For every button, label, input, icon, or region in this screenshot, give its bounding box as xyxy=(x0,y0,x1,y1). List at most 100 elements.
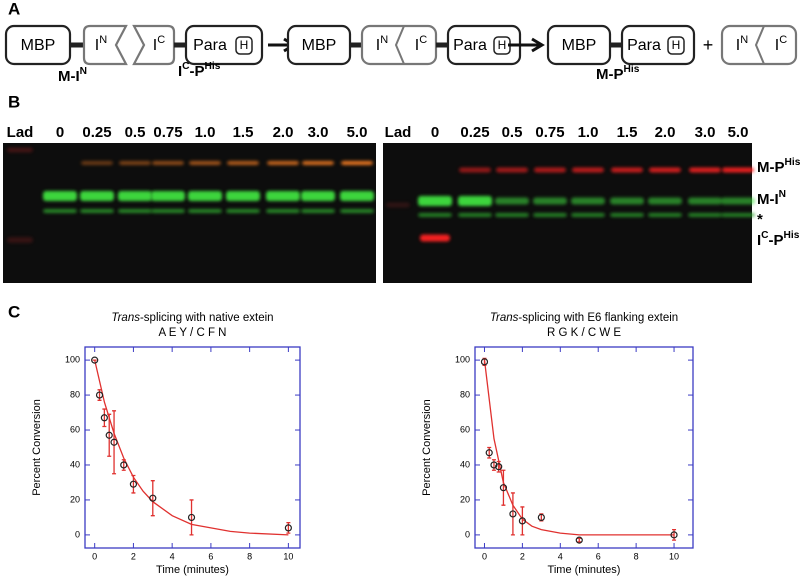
x-tick-label: 8 xyxy=(247,551,252,561)
x-tick-label: 2 xyxy=(131,551,136,561)
chart-title: Trans-splicing with native extein xyxy=(111,312,273,324)
gel-band xyxy=(572,167,604,173)
gel-band xyxy=(721,197,755,205)
lane-label: 1.0 xyxy=(578,124,599,141)
superscript: N xyxy=(380,34,388,46)
panel-label: B xyxy=(8,92,20,111)
gel-band xyxy=(721,213,755,217)
plot-frame xyxy=(474,346,694,549)
gel-band xyxy=(340,191,374,201)
gel-band xyxy=(266,191,300,201)
x-tick-label: 4 xyxy=(170,551,175,561)
error-bar xyxy=(189,499,194,536)
title-part: Trans xyxy=(111,312,140,324)
data-point xyxy=(480,358,489,366)
text: I xyxy=(736,37,740,54)
box-label: MBP xyxy=(21,37,56,54)
y-tick-label: 80 xyxy=(70,389,80,399)
lane-label: 3.0 xyxy=(695,124,716,141)
gel-band xyxy=(648,213,682,217)
y-tick-label: 40 xyxy=(70,459,80,469)
gel-band xyxy=(418,196,452,206)
y-tick-label: 20 xyxy=(70,494,80,504)
error-bar xyxy=(107,413,112,457)
label: M-PHis xyxy=(596,64,640,83)
gel-band xyxy=(495,213,529,217)
superscript: N xyxy=(99,34,107,46)
y-axis-label: Percent Conversion xyxy=(31,399,43,496)
gel-band xyxy=(80,209,114,213)
lane-label: 1.5 xyxy=(233,124,254,141)
lane-label: 2.0 xyxy=(273,124,294,141)
data-point xyxy=(490,461,498,469)
gel-band xyxy=(188,209,222,213)
gel-band xyxy=(189,161,221,165)
superscript: C xyxy=(182,61,190,72)
x-tick-label: 6 xyxy=(208,551,213,561)
lane-label: 1.5 xyxy=(617,124,638,141)
lane-label: 5.0 xyxy=(728,124,749,141)
gel-band xyxy=(151,209,185,213)
text: * xyxy=(757,211,763,228)
box-label: IC xyxy=(415,34,427,54)
gel-band xyxy=(610,197,644,205)
y-tick-label: 60 xyxy=(460,424,470,434)
gel-band xyxy=(7,147,33,153)
gel-band xyxy=(81,161,113,165)
gel-band xyxy=(610,213,644,217)
gel-band xyxy=(119,161,151,165)
gel-band xyxy=(571,213,605,217)
box-label: IC xyxy=(775,34,787,54)
y-tick-label: 100 xyxy=(455,354,470,364)
gel-band xyxy=(496,167,528,173)
error-bar xyxy=(286,522,291,534)
x-tick-label: 0 xyxy=(482,551,487,561)
data-point xyxy=(670,531,678,539)
arrow xyxy=(508,37,545,53)
data-point xyxy=(100,414,108,422)
error-bar xyxy=(510,492,515,536)
diagram: MBP IN IC Para H MBP IN IC Para H MBP Pa… xyxy=(4,24,798,66)
data-point xyxy=(91,356,99,364)
label: IC-PHis xyxy=(178,61,221,80)
plot-frame xyxy=(84,346,301,549)
x-axis-label: Time (minutes) xyxy=(548,564,621,576)
x-tick-label: 6 xyxy=(596,551,601,561)
superscript: C xyxy=(157,34,165,46)
data-point xyxy=(149,494,157,502)
superscript: C xyxy=(419,34,427,46)
superscript: N xyxy=(779,189,786,200)
intein-c-box xyxy=(132,24,176,66)
label: * xyxy=(757,211,763,228)
data-point xyxy=(485,449,493,457)
lane-label: Lad xyxy=(385,124,412,141)
gel-band xyxy=(418,213,452,217)
gel-band xyxy=(301,191,335,201)
lane-label: 3.0 xyxy=(308,124,329,141)
gel-band xyxy=(495,197,529,205)
data-point xyxy=(187,513,196,522)
gel-band xyxy=(118,191,152,201)
lane-label: 0.25 xyxy=(82,124,111,141)
gel-band xyxy=(459,167,491,173)
x-tick-label: 4 xyxy=(558,551,563,561)
lane-label: 2.0 xyxy=(655,124,676,141)
plus-sign: + xyxy=(703,35,714,55)
lane-label: Lad xyxy=(7,124,34,141)
text: I xyxy=(178,63,182,80)
error-bar xyxy=(97,389,102,401)
gel-band xyxy=(301,209,335,213)
data-point xyxy=(120,461,128,469)
title-part: -splicing with native extein xyxy=(140,312,274,324)
gel-band xyxy=(420,234,450,242)
y-tick-label: 100 xyxy=(65,354,80,364)
panel-label: C xyxy=(8,302,20,321)
superscript: His xyxy=(205,61,221,72)
error-bar xyxy=(577,537,582,543)
gel-band xyxy=(7,237,33,243)
gel-band xyxy=(458,196,492,206)
y-tick-label: 80 xyxy=(460,389,470,399)
text: M-I xyxy=(58,68,80,85)
gel-band xyxy=(188,191,222,201)
gel-band xyxy=(689,167,721,173)
